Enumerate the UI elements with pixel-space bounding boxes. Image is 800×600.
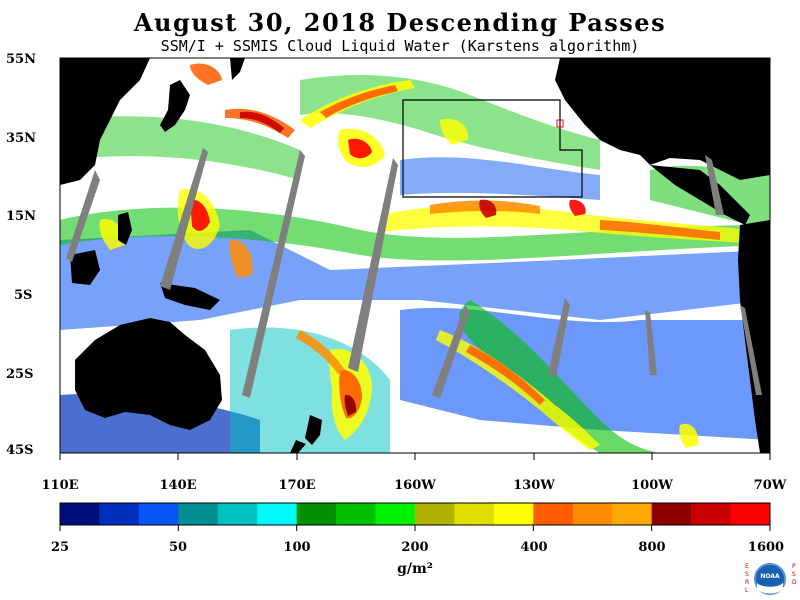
axis-ticks [59, 453, 771, 460]
map-area [60, 58, 770, 453]
lon-label-170e: 170E [278, 478, 316, 493]
page-title: August 30, 2018 Descending Passes [133, 8, 667, 37]
colorbar-label-50: 50 [168, 540, 188, 555]
lon-label-100w: 100W [631, 478, 673, 493]
lat-label-55n: 55N [6, 52, 36, 67]
lon-label-140e: 140E [159, 478, 197, 493]
colorbar-swatch [178, 503, 219, 525]
colorbar-swatch [533, 503, 574, 525]
lat-label-45s: 45S [6, 443, 34, 458]
lon-label-70w: 70W [753, 478, 787, 493]
colorbar-swatch [454, 503, 495, 525]
lon-label-130w: 130W [513, 478, 555, 493]
colorbar-label-800: 800 [638, 540, 666, 555]
colorbar-swatch [257, 503, 297, 525]
australia-land [75, 318, 222, 430]
colorbar-swatch [415, 503, 455, 525]
lat-label-15n: 15N [6, 209, 36, 224]
lat-label-5s: 5S [14, 288, 33, 303]
colorbar-unit: g/m² [397, 561, 433, 577]
colorbar-swatch [493, 503, 534, 525]
lat-label-25s: 25S [6, 367, 34, 382]
central-america-land [650, 165, 750, 225]
colorbar-swatch [296, 503, 337, 525]
asia-land [60, 58, 150, 185]
south-america-land [738, 220, 770, 453]
philippines-land [118, 212, 132, 245]
kamchatka-land [230, 58, 245, 80]
colorbar-swatch [691, 503, 731, 525]
colorbar [59, 502, 771, 531]
japan-land [160, 80, 190, 132]
north-america-land [555, 58, 770, 180]
colorbar-swatch [99, 503, 140, 525]
colorbar-swatch [651, 503, 692, 525]
colorbar-swatch [375, 503, 416, 525]
lon-label-110e: 110E [41, 478, 79, 493]
small-red-marker [556, 119, 564, 128]
new-zealand-land [290, 415, 322, 453]
colorbar-swatch [612, 503, 652, 525]
colorbar-swatch [336, 503, 376, 525]
page-subtitle: SSM/I + SSMIS Cloud Liquid Water (Karste… [160, 37, 640, 55]
lon-label-160w: 160W [394, 478, 436, 493]
colorbar-label-1600: 1600 [747, 540, 785, 555]
borneo-land [70, 250, 100, 285]
colorbar-swatch [138, 503, 179, 525]
land-masses [60, 58, 770, 453]
colorbar-swatch [572, 503, 613, 525]
colorbar-swatch [217, 503, 258, 525]
noaa-logo-text: NOAA [760, 573, 780, 580]
swath-gaps [66, 148, 762, 398]
new-guinea-land [160, 283, 220, 310]
colorbar-swatch [730, 503, 771, 525]
colorbar-label-100: 100 [283, 540, 311, 555]
region-box [402, 99, 583, 198]
colorbar-label-200: 200 [401, 540, 429, 555]
lat-label-35n: 35N [6, 131, 36, 146]
colorbar-label-25: 25 [50, 540, 70, 555]
colorbar-label-400: 400 [520, 540, 548, 555]
colorbar-swatch [60, 503, 100, 525]
